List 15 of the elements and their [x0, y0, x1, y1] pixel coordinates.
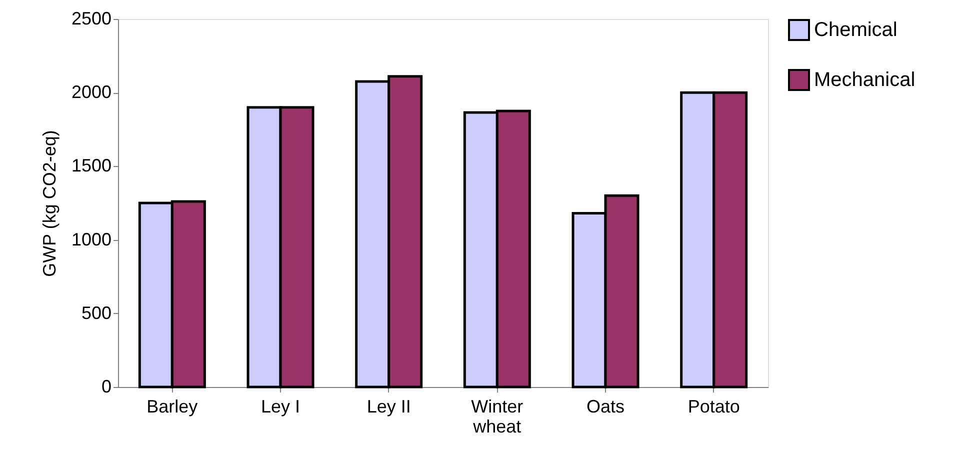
y-tick-label: 500: [81, 302, 112, 323]
x-tick-label: Winter wheat: [471, 396, 524, 436]
x-tick-label: Potato: [688, 396, 740, 416]
y-tick-label: 1500: [71, 156, 112, 176]
y-tick-label: 2000: [71, 82, 112, 102]
y-tick-label: 2500: [71, 8, 112, 28]
legend-label: Mechanical: [814, 69, 916, 91]
x-tick-label: Barley: [146, 396, 198, 416]
legend-label: Chemical: [814, 19, 898, 41]
y-tick-label: 1000: [71, 229, 112, 250]
y-axis-title: GWP (kg CO2-eq): [39, 130, 60, 277]
x-tick-label: Ley II: [366, 396, 411, 416]
x-tick-label: Oats: [586, 396, 625, 416]
x-tick-label: Ley I: [260, 396, 300, 416]
y-tick-label: 0: [101, 376, 112, 396]
